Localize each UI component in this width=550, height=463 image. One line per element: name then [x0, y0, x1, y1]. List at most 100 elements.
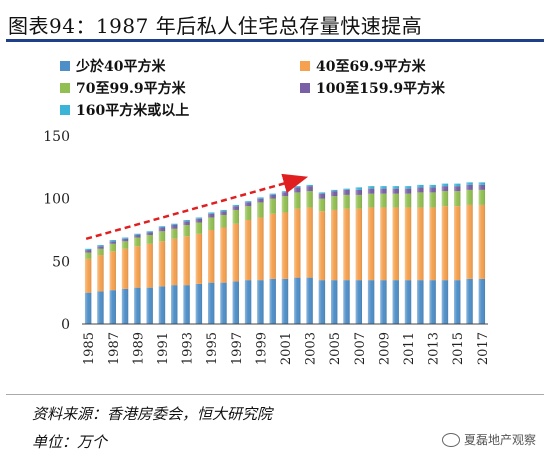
bar-shading — [220, 227, 227, 283]
y-tick-label: 50 — [52, 254, 70, 270]
bar-shading — [84, 292, 92, 324]
y-tick-label: 0 — [61, 317, 70, 333]
bar-shading — [454, 191, 461, 207]
bar-shading — [207, 213, 215, 218]
bar-shading — [355, 208, 363, 281]
bar-shading — [454, 280, 461, 324]
bar-shading — [109, 251, 116, 291]
x-tick-label: 1991 — [156, 332, 171, 365]
bar-shading — [417, 207, 424, 281]
legend-item: 40至69.9平方米 — [300, 56, 426, 76]
legend-swatch — [300, 83, 310, 93]
bar-shading — [380, 193, 387, 208]
bar-shading — [306, 207, 313, 278]
stacked-bar-chart: 0 50 100 150 1985 1987 1989 1991 1993 1995 1997 19… — [43, 129, 491, 365]
bar-shading — [392, 188, 399, 194]
bar-shading — [244, 202, 252, 207]
bar-shading — [281, 278, 289, 324]
bar-shading — [343, 280, 350, 324]
bar-shading — [109, 243, 116, 252]
bar-shading — [343, 189, 350, 195]
bar-shading — [134, 237, 141, 247]
bar-shading — [171, 223, 178, 225]
bar-shading — [171, 238, 178, 286]
bar-shading — [441, 186, 449, 192]
x-tick-label: 2013 — [427, 332, 442, 365]
bar-shading — [158, 241, 166, 287]
bar-shading — [429, 184, 436, 188]
bar-shading — [257, 202, 264, 218]
bar-shading — [134, 246, 141, 288]
x-tick-label: 1987 — [107, 332, 122, 365]
bar-shading — [121, 237, 129, 239]
bar-shading — [331, 191, 338, 197]
bar-shading — [171, 224, 178, 229]
bar-shading — [244, 206, 252, 220]
bar-shading — [441, 206, 449, 281]
bar-shading — [171, 285, 178, 324]
bar-shading — [281, 212, 289, 279]
bar-shading — [355, 187, 363, 190]
bar-shading — [343, 208, 350, 281]
x-tick-label: 2015 — [451, 332, 466, 365]
bar-shading — [84, 248, 92, 251]
source-section: 资料来源：香港房委会，恒大研究院 单位：万个 夏磊地产观察 — [6, 394, 544, 451]
bar-shading — [195, 283, 203, 324]
bar-shading — [134, 235, 141, 238]
bar-shading — [417, 192, 424, 208]
bar-shading — [207, 212, 215, 214]
x-tick-label: 2011 — [402, 332, 417, 365]
bar-shading — [232, 223, 239, 282]
x-tick-label: 1985 — [82, 332, 97, 365]
bar-shading — [244, 219, 252, 281]
legend-label: 70至99.9平方米 — [76, 81, 186, 97]
bar-shading — [441, 191, 449, 207]
bar-shading — [454, 183, 461, 187]
bar-shading — [417, 280, 424, 324]
bar-shading — [269, 278, 276, 324]
legend-label: 40至69.9平方米 — [316, 59, 426, 75]
bar-shading — [404, 280, 412, 324]
bar-shading — [306, 277, 313, 324]
bar-shading — [207, 282, 215, 324]
bar-shading — [294, 192, 301, 209]
bar-shading — [146, 232, 153, 236]
bar-shading — [281, 192, 289, 197]
bar-shading — [97, 245, 104, 247]
bar-shading — [294, 186, 301, 188]
legend-swatch — [60, 61, 70, 71]
bar-shading — [417, 184, 424, 188]
bar-shading — [220, 214, 227, 228]
bar-shading — [158, 231, 166, 242]
bar-shading — [355, 189, 363, 195]
bar-shading — [84, 258, 92, 293]
bar-shading — [404, 207, 412, 281]
bar-shading — [183, 236, 190, 286]
bar-shading — [404, 188, 412, 194]
bar-shading — [183, 224, 190, 237]
x-tick-label: 1997 — [230, 332, 245, 365]
bar-shading — [392, 186, 399, 189]
bar-shading — [294, 277, 301, 324]
bar-shading — [478, 204, 486, 279]
bar-shading — [183, 221, 190, 225]
bar-shading — [97, 246, 104, 249]
bar-shading — [478, 189, 486, 205]
bar-shading — [171, 228, 178, 239]
bar-shading — [355, 280, 363, 324]
legend-label: 100至159.9平方米 — [316, 81, 446, 97]
bar-shading — [183, 219, 190, 222]
bar-shading — [306, 186, 313, 192]
bar-shading — [134, 233, 141, 236]
legend-item: 100至159.9平方米 — [300, 78, 445, 98]
bar-shading — [220, 211, 227, 215]
bar-shading — [441, 183, 449, 187]
bar-shading — [318, 280, 326, 324]
bar-shading — [269, 213, 276, 279]
bar-shading — [121, 241, 129, 249]
bar-shading — [466, 189, 473, 205]
bar-shading — [109, 290, 116, 324]
bar-shading — [466, 278, 473, 324]
bar-shading — [146, 235, 153, 244]
bar-shading — [367, 193, 375, 208]
